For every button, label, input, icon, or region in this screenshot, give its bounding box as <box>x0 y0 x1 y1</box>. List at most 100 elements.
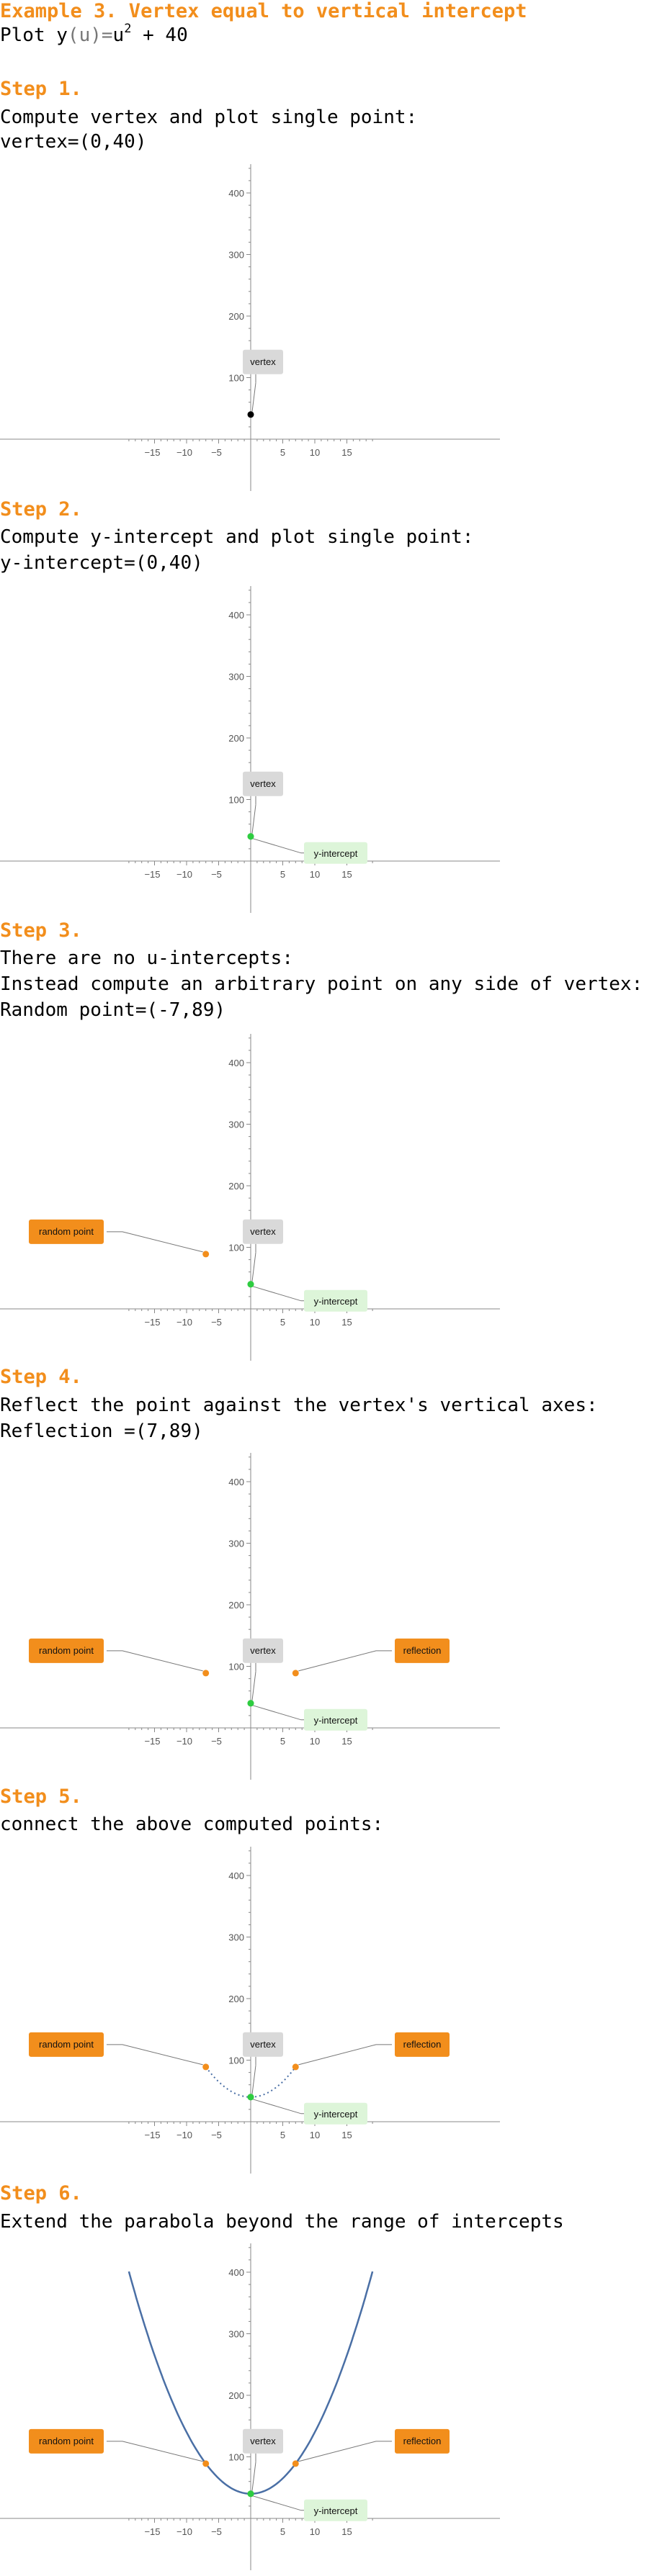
callout-line <box>107 1231 203 1253</box>
x-tick-label: −10 <box>176 447 192 458</box>
y-tick-label: 200 <box>228 1600 244 1611</box>
y-intercept-label-box <box>304 2102 367 2125</box>
x-tick-label: 10 <box>310 869 320 880</box>
parabola-chart: −15 −10 −5 5 10 15 100 200 300 400 vertex y-interce… <box>0 1453 500 1780</box>
y-tick-label: 300 <box>228 1120 244 1130</box>
y-tick-label: 400 <box>228 610 244 621</box>
callout-line <box>251 382 256 412</box>
vertex-label-box <box>243 2032 283 2057</box>
x-tick-label: −5 <box>211 1736 222 1747</box>
callout-line <box>252 1286 304 1302</box>
x-tick-label: −10 <box>176 2526 192 2537</box>
x-tick-label: 15 <box>341 2130 352 2140</box>
page-title: Example 3. Vertex equal to vertical inte… <box>0 0 527 22</box>
y-tick-label: 300 <box>228 250 244 261</box>
intercept-point <box>247 2094 254 2101</box>
parabola-chart: −15 −10 −5 5 10 15 100 200 300 400 vertex y-interce… <box>0 1034 500 1361</box>
y-tick-label: 100 <box>228 2452 244 2463</box>
reflection-point <box>292 1670 299 1677</box>
x-tick-label: −5 <box>211 2130 222 2140</box>
random-point-label-box <box>29 1638 104 1663</box>
step-heading: Step 1. <box>0 78 82 100</box>
callout-line <box>252 838 304 854</box>
callout-line <box>251 1252 256 1282</box>
callout-line <box>252 1705 304 1721</box>
random-point-label-box <box>29 1219 104 1244</box>
x-tick-label: 5 <box>280 2130 285 2140</box>
y-intercept-label-box <box>304 842 367 864</box>
intercept-point <box>247 1281 254 1288</box>
random-point <box>202 2063 210 2071</box>
x-tick-label: 15 <box>341 447 352 458</box>
callout-line <box>252 2099 304 2115</box>
x-tick-label: 10 <box>310 447 320 458</box>
x-tick-label: 5 <box>280 869 285 880</box>
reflection-point <box>292 2460 299 2467</box>
step-text: Compute y-intercept and plot single poin… <box>0 526 474 548</box>
vertex-label: vertex <box>250 1226 276 1237</box>
parabola-chart: −15 −10 −5 5 10 15 100 200 300 400 vertex y-interce… <box>0 1847 500 2174</box>
step-text: vertex=(0,40) <box>0 131 147 153</box>
reflection-label-box <box>395 2032 450 2057</box>
x-tick-label: −10 <box>176 869 192 880</box>
x-tick-label: −15 <box>144 1736 160 1747</box>
x-tick-label: −10 <box>176 1317 192 1328</box>
y-intercept-label-box <box>304 1289 367 1312</box>
vertex-label: vertex <box>250 778 276 789</box>
vertex-label: vertex <box>250 2436 276 2446</box>
y-tick-label: 100 <box>228 1662 244 1672</box>
y-tick-label: 400 <box>228 188 244 199</box>
y-tick-label: 400 <box>228 1870 244 1881</box>
callout-line <box>251 2065 256 2094</box>
x-tick-label: −5 <box>211 2526 222 2537</box>
y-tick-label: 200 <box>228 311 244 322</box>
random-point-label-box <box>29 2032 104 2057</box>
y-intercept-label-box <box>304 2499 367 2521</box>
step-text: Random point=(-7,89) <box>0 999 226 1021</box>
x-tick-label: 15 <box>341 1317 352 1328</box>
callout-line <box>298 2044 392 2066</box>
vertex-label-box <box>243 771 283 796</box>
y-intercept-label: y-intercept <box>314 1296 358 1307</box>
callout-line <box>107 2044 203 2066</box>
reflection-label-box <box>395 1638 450 1663</box>
y-intercept-label: y-intercept <box>314 848 358 859</box>
x-tick-label: −5 <box>211 869 222 880</box>
random-point-label: random point <box>39 1226 94 1237</box>
random-point-label: random point <box>39 2436 94 2446</box>
y-tick-label: 100 <box>228 795 244 806</box>
step-heading: Step 6. <box>0 2182 82 2205</box>
x-tick-label: 15 <box>341 2526 352 2537</box>
step-text: Extend the parabola beyond the range of … <box>0 2211 564 2233</box>
step-heading: Step 2. <box>0 498 82 521</box>
step-text: Instead compute an arbitrary point on an… <box>0 973 643 995</box>
reflection-label: reflection <box>403 2039 442 2050</box>
vertex-point <box>247 411 254 418</box>
x-tick-label: 5 <box>280 2526 285 2537</box>
y-tick-label: 200 <box>228 733 244 744</box>
y-tick-label: 100 <box>228 373 244 384</box>
callout-line <box>298 2441 392 2462</box>
callout-line <box>107 1650 203 1672</box>
y-tick-label: 200 <box>228 2390 244 2401</box>
x-tick-label: 5 <box>280 1317 285 1328</box>
step-text: Reflection =(7,89) <box>0 1420 203 1442</box>
x-tick-label: 5 <box>280 447 285 458</box>
reflection-label: reflection <box>403 1645 442 1656</box>
x-tick-label: −5 <box>211 1317 222 1328</box>
y-tick-label: 300 <box>228 1932 244 1943</box>
x-tick-label: −5 <box>211 447 222 458</box>
step-text: Compute vertex and plot single point: <box>0 107 418 128</box>
callout-line <box>107 2441 203 2462</box>
y-tick-label: 300 <box>228 2329 244 2340</box>
y-tick-label: 400 <box>228 1477 244 1487</box>
y-tick-label: 400 <box>228 2267 244 2278</box>
random-point <box>202 1670 210 1677</box>
vertex-label-box <box>243 1219 283 1244</box>
y-intercept-label: y-intercept <box>314 1715 358 1726</box>
intercept-point <box>247 1700 254 1707</box>
x-tick-label: 10 <box>310 1736 320 1747</box>
y-tick-label: 400 <box>228 1058 244 1068</box>
y-intercept-label: y-intercept <box>314 2505 358 2516</box>
callout-line <box>251 1671 256 1701</box>
